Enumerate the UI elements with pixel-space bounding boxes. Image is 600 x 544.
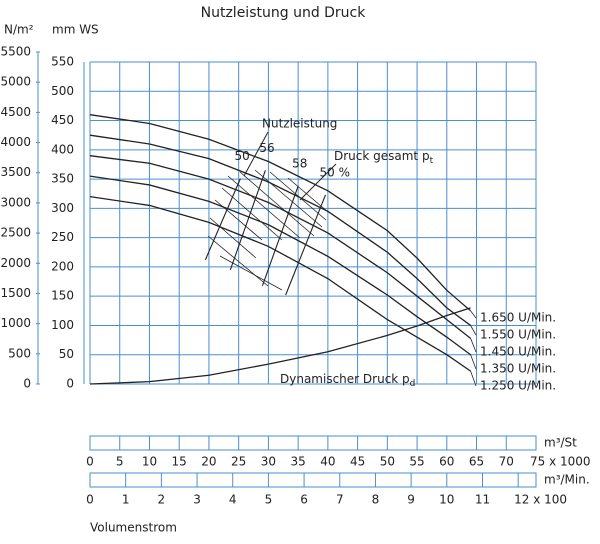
x2-tick-label: 3 — [193, 493, 201, 507]
x-scale-box — [89, 435, 537, 451]
dynamic-curve — [89, 307, 471, 385]
y-tick-label: 500 — [51, 84, 74, 98]
x-tick-label: 55 — [409, 455, 424, 469]
y2-tick-label: 0 — [23, 377, 31, 391]
efficiency-label: 50 % — [319, 165, 350, 179]
y-tick-label: 550 — [51, 55, 74, 69]
y2-tick-label: 5000 — [0, 75, 31, 89]
y-axis-label: mm WS — [52, 23, 99, 37]
y2-tick-label: 1000 — [0, 316, 31, 330]
x-tick-label: 60 — [439, 455, 454, 469]
x2-tick-label: 4 — [229, 493, 237, 507]
x-tick-label: 45 — [350, 455, 365, 469]
x2-tick-label: 8 — [372, 493, 380, 507]
x-tick-label: 75 x 1000 — [530, 455, 591, 469]
y-tick-label: 50 — [59, 347, 74, 361]
hatching — [207, 169, 329, 291]
x2-tick-label: 11 — [475, 493, 490, 507]
y-tick-label: 0 — [66, 377, 74, 391]
x2-tick-label: 1 — [122, 493, 130, 507]
label-sub: d — [410, 379, 416, 389]
x2-tick-label: 0 — [86, 493, 94, 507]
x-tick-label: 70 — [499, 455, 514, 469]
annotation: Druck gesamt pt — [334, 149, 434, 166]
x-tick-label: 5 — [116, 455, 124, 469]
efficiency-line — [261, 185, 299, 286]
y2-tick-label: 4000 — [0, 135, 31, 149]
x-tick-label: 25 — [231, 455, 246, 469]
x2-tick-label: 5 — [265, 493, 273, 507]
x-tick-label: 65 — [469, 455, 484, 469]
y-tick-label: 100 — [51, 318, 74, 332]
y-tick-label: 450 — [51, 113, 74, 127]
legend-label: 1.450 U/Min. — [480, 345, 556, 359]
leader-line — [470, 310, 477, 319]
x2-tick-label: 12 x 100 — [514, 493, 567, 507]
x2-scale-box — [89, 472, 537, 488]
x-title: Volumenstrom — [90, 521, 177, 535]
y2-axis-label: N/m² — [4, 23, 34, 37]
x-tick-label: 30 — [261, 455, 276, 469]
pressure-curve — [89, 175, 471, 356]
y2-tick-label: 5500 — [0, 45, 31, 59]
x-tick-label: 0 — [86, 455, 94, 469]
label-text: Druck gesamt p — [334, 149, 430, 163]
y2-tick-label: 3500 — [0, 165, 31, 179]
legend-label: 1.650 U/Min. — [480, 311, 556, 325]
legend-label: 1.250 U/Min. — [480, 379, 556, 393]
y2-tick-label: 3000 — [0, 195, 31, 209]
pressure-curve — [89, 155, 471, 339]
y-tick-label: 400 — [51, 142, 74, 156]
dynamic-label: Dynamischer Druck pd — [280, 372, 415, 389]
efficiency-line — [285, 194, 326, 296]
pressure-curve — [89, 134, 471, 326]
efficiency-line — [229, 170, 266, 271]
y2-tick-label: 2000 — [0, 256, 31, 270]
efficiency-label: 56 — [259, 141, 274, 155]
legend-label: 1.350 U/Min. — [480, 362, 556, 376]
label-sub: t — [430, 156, 434, 166]
x-tick-label: 15 — [172, 455, 187, 469]
x2-axis-label: m³/Min. — [544, 473, 590, 487]
y2-tick-label: 4500 — [0, 105, 31, 119]
x-tick-label: 10 — [142, 455, 157, 469]
annotation: Nutzleistung — [262, 117, 337, 131]
x2-tick-label: 7 — [336, 493, 344, 507]
y-tick-label: 300 — [51, 201, 74, 215]
y-tick-label: 150 — [51, 289, 74, 303]
x-axis-label: m³/St — [544, 436, 577, 450]
pressure-curve — [89, 196, 471, 372]
chart-title: Nutzleistung und Druck — [201, 5, 367, 21]
y-tick-label: 250 — [51, 230, 74, 244]
label-text: Dynamischer Druck p — [280, 372, 410, 386]
leader-line — [470, 325, 477, 336]
x2-tick-label: 9 — [407, 493, 415, 507]
efficiency-line — [204, 178, 241, 261]
leader-line — [470, 338, 477, 353]
y-tick-label: 350 — [51, 172, 74, 186]
leader-line — [470, 354, 477, 370]
y2-tick-label: 500 — [8, 346, 31, 360]
y-tick-label: 200 — [51, 259, 74, 273]
efficiency-label: 58 — [292, 157, 307, 171]
x2-tick-label: 6 — [300, 493, 308, 507]
x2-tick-label: 2 — [158, 493, 166, 507]
pointer — [243, 131, 269, 177]
x-tick-label: 40 — [320, 455, 335, 469]
x-tick-label: 50 — [380, 455, 395, 469]
efficiency-label: 50 — [234, 149, 249, 163]
pointer — [299, 163, 337, 201]
x2-tick-label: 10 — [439, 493, 454, 507]
x-tick-label: 20 — [201, 455, 216, 469]
pressure-curve — [89, 114, 472, 312]
leader-line — [470, 370, 477, 387]
y2-tick-label: 1500 — [0, 286, 31, 300]
y2-tick-label: 2500 — [0, 226, 31, 240]
x-tick-label: 35 — [290, 455, 305, 469]
legend-label: 1.550 U/Min. — [480, 328, 556, 342]
